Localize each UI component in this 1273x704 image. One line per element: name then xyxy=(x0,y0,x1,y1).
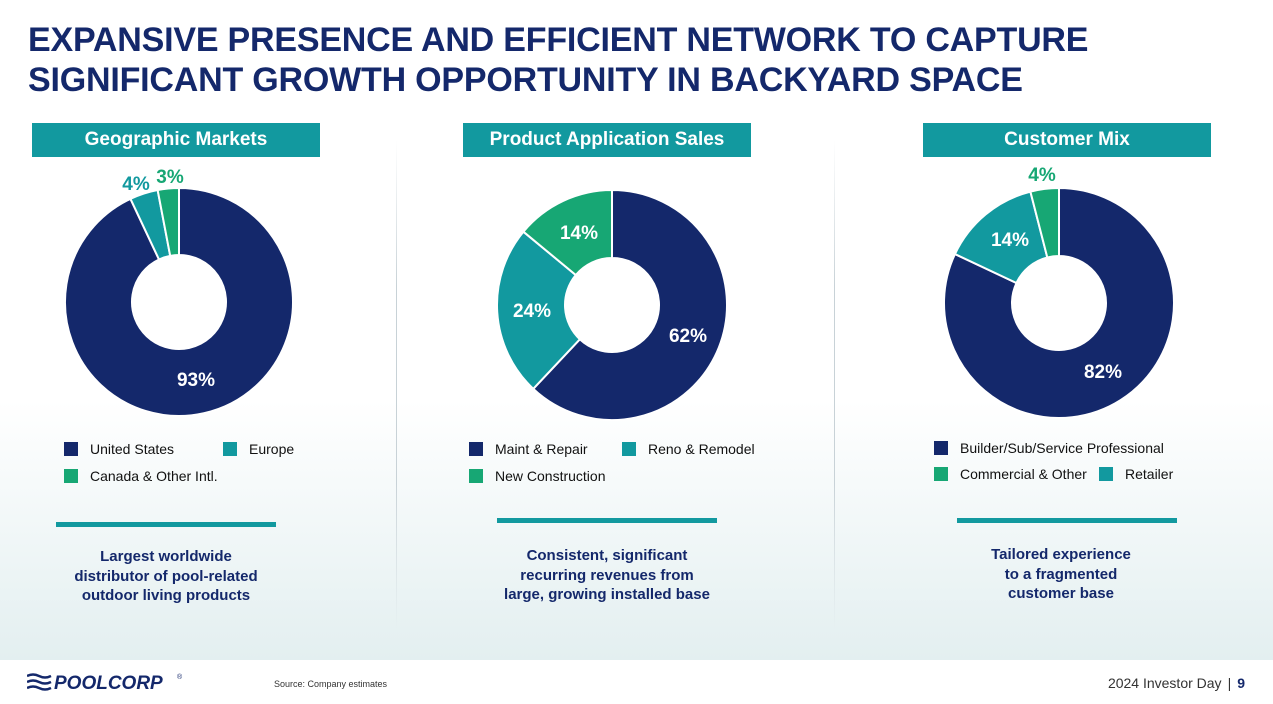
data-label: 14% xyxy=(991,230,1029,251)
customer-tagline: Tailored experience to a fragmented cust… xyxy=(991,546,1131,602)
data-label: 62% xyxy=(669,326,707,347)
page-title: EXPANSIVE PRESENCE AND EFFICIENT NETWORK… xyxy=(28,20,1088,100)
event-name: 2024 Investor Day xyxy=(1107,675,1222,691)
title-line-1: EXPANSIVE PRESENCE AND EFFICIENT NETWORK… xyxy=(28,21,1089,59)
customer-mix-header: Customer Mix xyxy=(923,123,1211,157)
legend-item-united-states: United States xyxy=(64,441,174,457)
product-tagline: Consistent, significant recurring revenu… xyxy=(504,547,710,603)
svg-text:POOLCORP: POOLCORP xyxy=(54,673,163,692)
data-label: 4% xyxy=(122,174,150,195)
donut-slice-builder-sub-service-professional xyxy=(943,186,1175,419)
legend-swatch-navy xyxy=(934,441,948,455)
legend-swatch-navy xyxy=(469,442,483,456)
legend-swatch-teal xyxy=(622,442,636,456)
legend-swatch-green xyxy=(64,469,78,483)
legend-item-new-construction: New Construction xyxy=(469,468,606,484)
legend-item-builder-sub-service: Builder/Sub/Service Professional xyxy=(934,440,1164,456)
footer-separator: | xyxy=(1227,675,1232,691)
legend-swatch-green xyxy=(469,469,483,483)
product-application-sales-header: Product Application Sales xyxy=(463,123,751,157)
divider-rule xyxy=(56,522,276,527)
column-divider-1 xyxy=(396,140,397,630)
legend-item-europe: Europe xyxy=(223,441,294,457)
donut-slice-united-states xyxy=(64,186,294,417)
source-note: Source: Company estimates xyxy=(274,679,388,689)
geographic-tagline: Largest worldwide distributor of pool-re… xyxy=(74,548,258,604)
donut-slice-reno-remodel xyxy=(496,230,582,391)
legend-swatch-teal xyxy=(223,442,237,456)
divider-rule xyxy=(957,518,1177,523)
event-footer: 2024 Investor Day | 9 xyxy=(1108,675,1245,691)
data-label: 93% xyxy=(177,370,215,391)
column-divider-2 xyxy=(834,140,835,630)
data-label: 82% xyxy=(1084,362,1122,383)
legend-swatch-green xyxy=(934,467,948,481)
data-label: 3% xyxy=(156,167,184,188)
data-label: 24% xyxy=(513,301,551,322)
donut-slice-maint-repair xyxy=(531,188,728,421)
geographic-markets-header: Geographic Markets xyxy=(32,123,320,157)
legend-swatch-teal xyxy=(1099,467,1113,481)
customer-mix-donut: 82% 14% 4% xyxy=(943,165,1175,419)
page-number: 9 xyxy=(1237,675,1245,691)
donut-slice-new-construction xyxy=(521,188,613,277)
data-label: 4% xyxy=(1028,165,1056,186)
title-line-2: SIGNIFICANT GROWTH OPPORTUNITY IN BACKYA… xyxy=(28,61,1023,99)
donut-slice-canada-other-intl xyxy=(156,186,180,258)
geographic-markets-donut: 93% 4% 3% xyxy=(64,167,294,417)
legend-item-reno-remodel: Reno & Remodel xyxy=(622,441,755,457)
divider-rule xyxy=(497,518,717,523)
legend-item-retailer: Retailer xyxy=(1099,466,1173,482)
legend-item-maint-repair: Maint & Repair xyxy=(469,441,588,457)
product-application-donut: 62% 24% 14% xyxy=(496,188,728,421)
legend-item-canada-other: Canada & Other Intl. xyxy=(64,468,218,484)
data-label: 14% xyxy=(560,223,598,244)
legend-item-commercial-other: Commercial & Other xyxy=(934,466,1087,482)
svg-text:®: ® xyxy=(177,673,183,681)
legend-swatch-navy xyxy=(64,442,78,456)
donut-slice-commercial-other xyxy=(1029,186,1060,259)
poolcorp-logo: POOLCORP ® xyxy=(27,673,183,692)
